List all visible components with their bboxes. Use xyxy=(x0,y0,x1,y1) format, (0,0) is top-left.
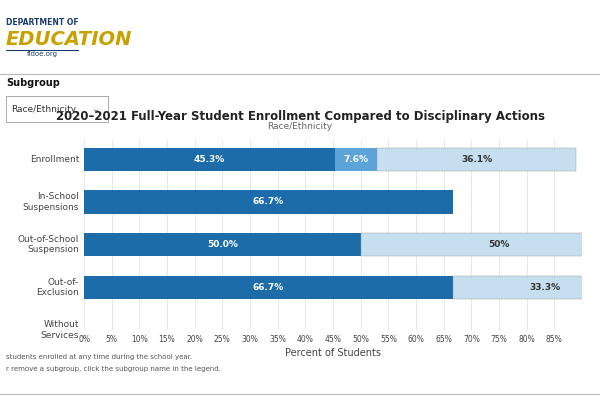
Text: 66.7%: 66.7% xyxy=(253,283,284,292)
Text: fldoe.org: fldoe.org xyxy=(26,51,58,57)
Bar xyxy=(84,276,453,299)
X-axis label: Percent of Students: Percent of Students xyxy=(285,348,381,358)
Text: 50%: 50% xyxy=(488,240,509,249)
Bar xyxy=(453,276,600,299)
Bar xyxy=(335,148,377,171)
Bar xyxy=(377,148,577,171)
Text: r remove a subgroup, click the subgroup name in the legend.: r remove a subgroup, click the subgroup … xyxy=(6,366,221,372)
Text: 2020–2021 Full-Year Student Enrollment Compared to Disciplinary Actions: 2020–2021 Full-Year Student Enrollment C… xyxy=(56,110,545,123)
Text: 50.0%: 50.0% xyxy=(207,240,238,249)
Text: ⌄: ⌄ xyxy=(92,104,100,114)
Text: Race/Ethnicity: Race/Ethnicity xyxy=(11,104,76,114)
Text: Subgroup: Subgroup xyxy=(6,78,60,88)
Text: DEPARTMENT OF: DEPARTMENT OF xyxy=(6,18,79,27)
Text: 36.1%: 36.1% xyxy=(461,155,492,164)
Bar xyxy=(84,148,335,171)
Text: EDUCATION: EDUCATION xyxy=(6,30,133,49)
Text: Race/Ethnicity: Race/Ethnicity xyxy=(268,122,332,131)
Text: 66.7%: 66.7% xyxy=(253,198,284,206)
Text: 33.3%: 33.3% xyxy=(530,283,561,292)
Text: students enrolled at any time during the school year.: students enrolled at any time during the… xyxy=(6,354,192,360)
Text: 7.6%: 7.6% xyxy=(343,155,368,164)
Bar xyxy=(84,233,361,256)
Bar xyxy=(361,233,600,256)
Text: 45.3%: 45.3% xyxy=(194,155,225,164)
Bar xyxy=(84,190,453,214)
